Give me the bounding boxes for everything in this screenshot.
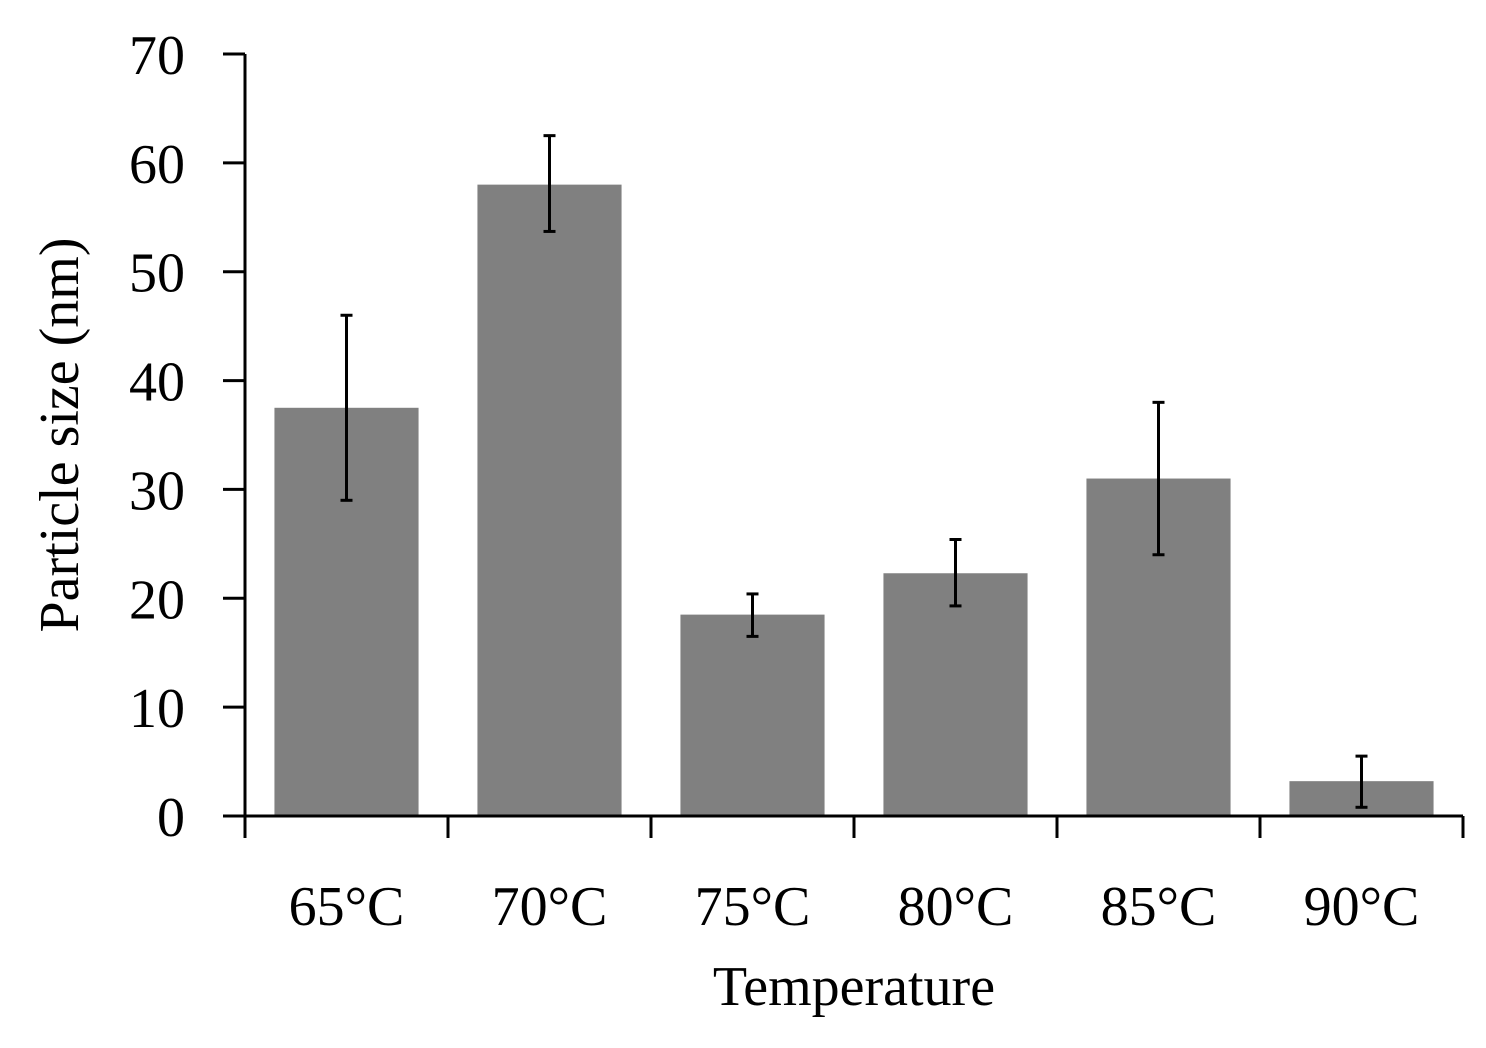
x-tick-label-4: 85°C xyxy=(1101,876,1217,938)
labels: 65°C 70°C 75°C 80°C 85°C 90°C 0 10 20 30 40 50 60 70 xyxy=(129,25,1419,938)
y-tick-label-0: 0 xyxy=(157,787,185,849)
axes xyxy=(223,52,1465,838)
y-tick-label-6: 60 xyxy=(129,134,185,196)
y-tick-label-4: 40 xyxy=(129,352,185,414)
x-axis-title: Temperature xyxy=(713,956,995,1018)
x-tick-label-2: 75°C xyxy=(695,876,811,938)
plot-area xyxy=(274,134,1434,817)
y-tick-label-2: 20 xyxy=(129,569,185,631)
y-tick-label-5: 50 xyxy=(129,243,185,305)
y-tick-label-7: 70 xyxy=(129,25,185,87)
bar-3 xyxy=(883,573,1028,816)
y-tick-label-3: 30 xyxy=(129,460,185,522)
x-tick-label-3: 80°C xyxy=(898,876,1014,938)
x-tick-label-5: 90°C xyxy=(1304,876,1420,938)
y-axis-title: Particle size (nm) xyxy=(29,238,91,633)
bar-2 xyxy=(680,614,825,816)
bar-1 xyxy=(477,184,622,817)
x-tick-label-0: 65°C xyxy=(289,876,405,938)
y-tick-label-1: 10 xyxy=(129,678,185,740)
x-tick-label-1: 70°C xyxy=(492,876,608,938)
